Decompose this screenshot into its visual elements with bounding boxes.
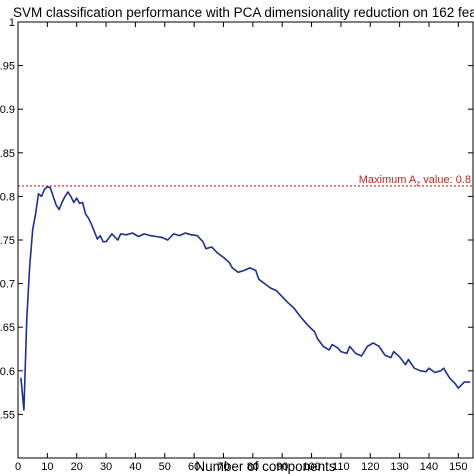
y-tick-label: .55	[0, 409, 15, 421]
x-tick-label: 70	[217, 461, 229, 473]
reference-label-prefix: Maximum A	[359, 174, 417, 186]
x-tick-label: 20	[71, 461, 83, 473]
x-tick-label: 110	[332, 461, 350, 473]
reference-label-subscript: z	[416, 179, 420, 188]
tick-labels: 0 10 20 30 40 50 60 70 80 90 100 110 120 130 140 150 .55…	[0, 17, 468, 473]
y-tick-label: .65	[0, 322, 15, 334]
x-tick-label: 100	[302, 461, 320, 473]
x-tick-label: 120	[361, 461, 379, 473]
reference-line-label: Maximum Az value: 0.8	[359, 174, 471, 188]
y-tick-label: 1	[9, 17, 15, 29]
chart-title: SVM classification performance with PCA …	[13, 5, 474, 20]
x-tick-label: 90	[276, 461, 288, 473]
x-tick-label: 60	[188, 461, 200, 473]
x-tick-label: 10	[41, 461, 53, 473]
x-tick-label: 0	[15, 461, 21, 473]
y-tick-label: 0.7	[0, 279, 15, 291]
y-tick-label: 0.9	[0, 104, 15, 116]
x-axis-label: Number of components	[195, 459, 336, 474]
axis-ticks	[17, 21, 473, 459]
x-tick-label: 30	[100, 461, 112, 473]
x-tick-label: 50	[159, 461, 171, 473]
x-tick-label: 140	[420, 461, 438, 473]
x-tick-label: 150	[449, 461, 467, 473]
plot-area-frame	[17, 21, 474, 459]
y-tick-label: 0.8	[0, 191, 15, 203]
x-tick-label: 130	[390, 461, 408, 473]
y-tick-label: .75	[0, 235, 15, 247]
reference-label-suffix: value: 0.8	[420, 174, 471, 186]
x-tick-label: 40	[129, 461, 141, 473]
y-tick-label: .85	[0, 148, 15, 160]
y-tick-label: 0.6	[0, 366, 15, 378]
x-tick-label: 80	[247, 461, 259, 473]
y-tick-label: .95	[0, 61, 15, 73]
series-line	[20, 186, 471, 411]
